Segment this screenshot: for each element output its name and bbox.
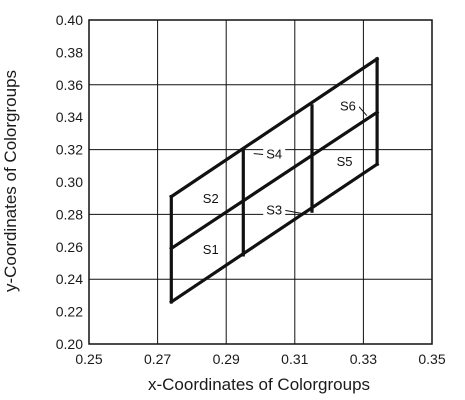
boundary-line-2	[169, 110, 380, 251]
y-tick-label: 0.34	[56, 109, 83, 125]
x-tick-label: 0.25	[75, 351, 102, 367]
region-label-s3: S3	[266, 202, 282, 217]
region-label-background	[199, 241, 222, 257]
region-label-background	[263, 201, 286, 217]
x-axis-title: x-Coordinates of Colorgroups	[148, 375, 370, 394]
y-axis-title: y-Coordinates of Colorgroups	[1, 70, 20, 292]
x-tick-label: 0.29	[213, 351, 240, 367]
region-label-s5: S5	[337, 154, 353, 169]
y-tick-label: 0.38	[56, 44, 83, 60]
region-label-leader	[253, 153, 264, 156]
x-tick-label: 0.33	[350, 351, 377, 367]
y-tick-label: 0.36	[56, 77, 83, 93]
boundary-line-1	[169, 161, 380, 305]
x-tick-label: 0.27	[144, 351, 171, 367]
region-label-leader	[285, 209, 307, 215]
region-label-leader	[358, 106, 368, 116]
x-tick-label: 0.31	[281, 351, 308, 367]
region-label-background	[333, 152, 356, 168]
y-tick-label: 0.20	[56, 336, 83, 352]
region-label-s2: S2	[203, 191, 219, 206]
axes: 0.25 0.27 0.29 0.31 0.33 0.35 0.20 0.22 0.24 0.26…	[56, 12, 446, 367]
x-tick-label: 0.35	[418, 351, 445, 367]
y-tick-label: 0.26	[56, 239, 83, 255]
y-tick-label: 0.32	[56, 142, 83, 158]
region-labels: S1 S2 S3 S4 S5 S6	[199, 97, 368, 257]
region-label-background	[199, 190, 222, 206]
region-label-background	[336, 97, 359, 113]
plot-area	[169, 56, 380, 305]
region-label-s6: S6	[340, 99, 356, 114]
y-tick-label: 0.28	[56, 206, 83, 222]
y-tick-label: 0.24	[56, 271, 83, 287]
boundary-line-3	[169, 56, 380, 199]
region-label-background	[263, 145, 286, 161]
region-label-s1: S1	[203, 242, 219, 257]
plot-frame	[88, 19, 433, 345]
y-tick-label: 0.40	[56, 12, 83, 28]
grid	[88, 19, 433, 345]
region-label-s4: S4	[266, 147, 282, 162]
y-tick-label: 0.22	[56, 304, 83, 320]
y-tick-label: 0.30	[56, 174, 83, 190]
